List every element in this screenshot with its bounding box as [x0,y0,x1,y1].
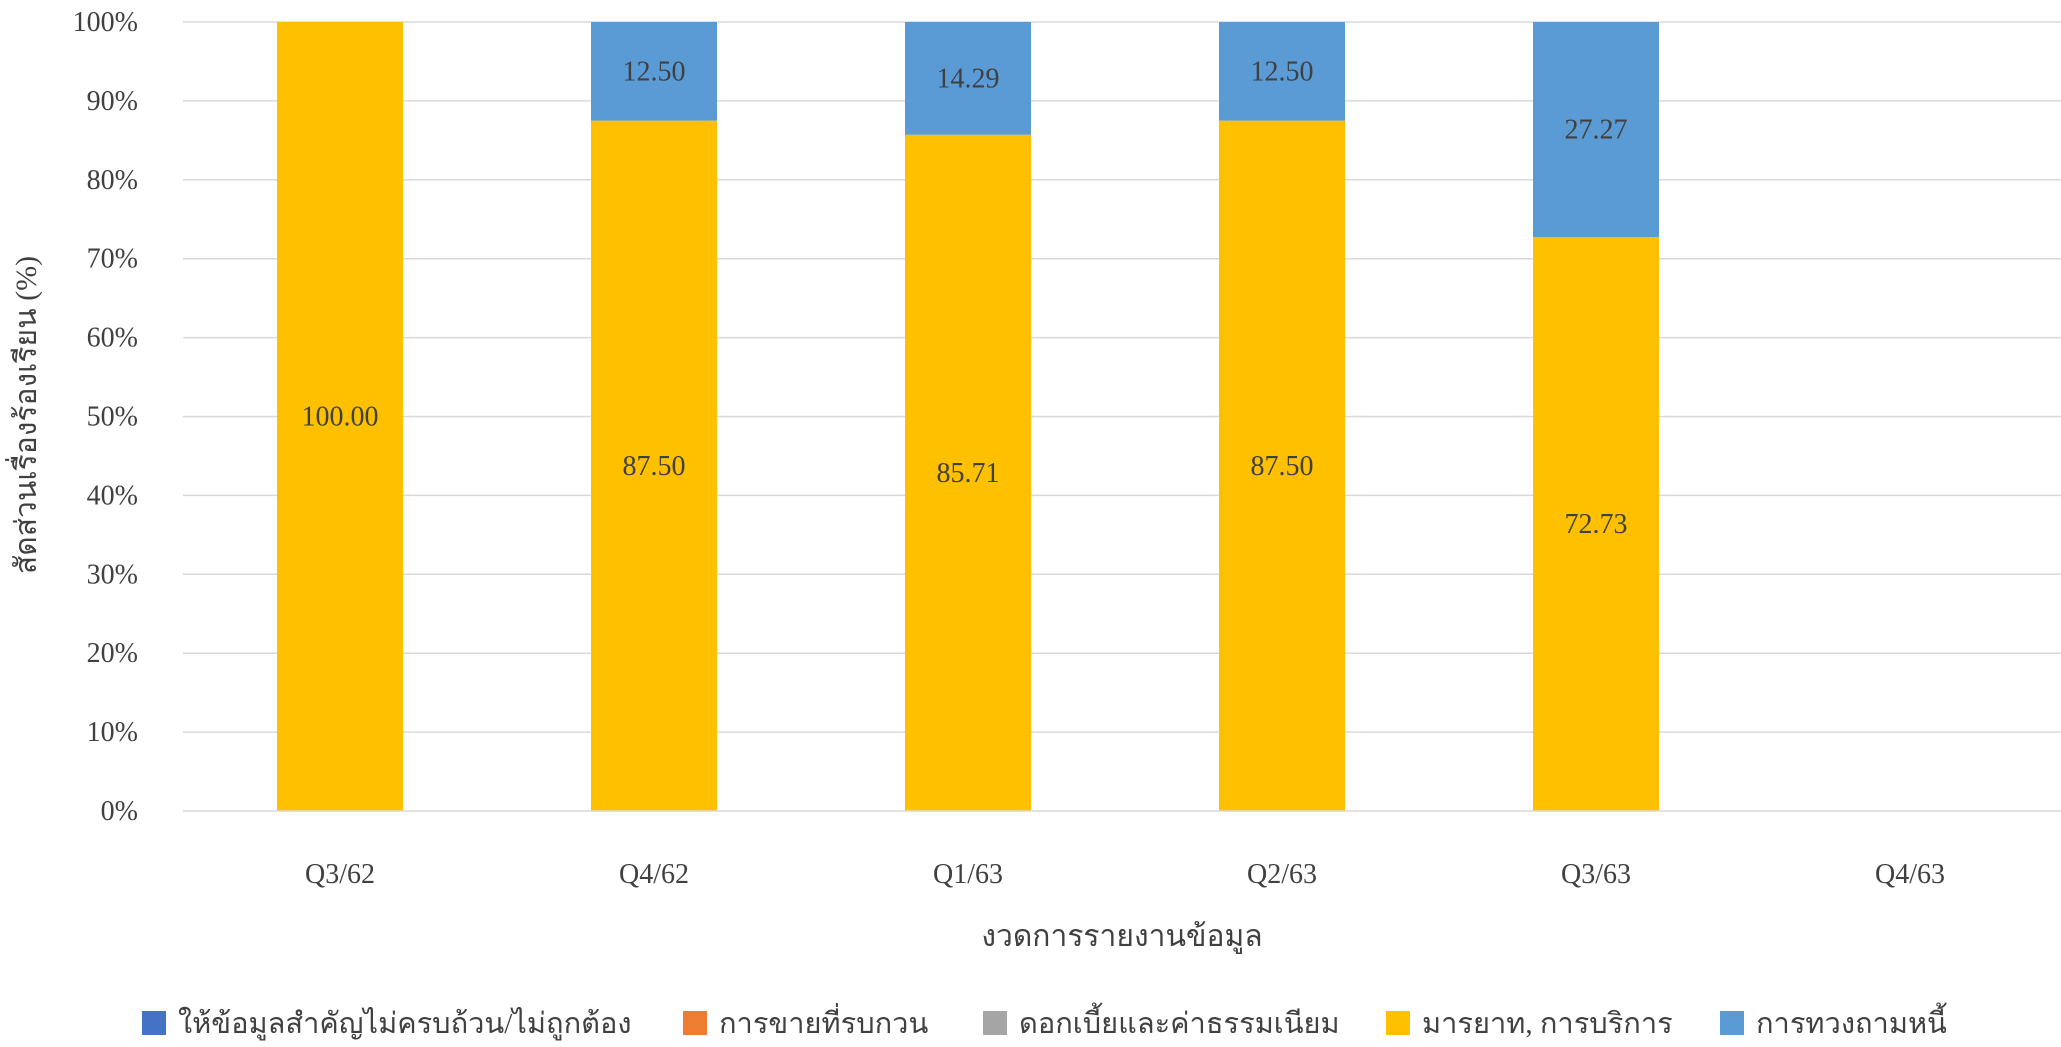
bar-segment [1533,237,1659,812]
bar-segment [1533,22,1659,238]
data-label: 85.71 [937,458,1000,489]
bar-segment [1219,120,1345,811]
data-label: 87.50 [623,451,686,482]
y-tick-label: 10% [87,717,138,748]
bar-segment [591,22,717,121]
y-tick-label: 80% [87,165,138,196]
legend-label: การทวงถามหนี้ [1756,1002,1947,1040]
legend-label: ให้ข้อมูลสำคัญไม่ครบถ้วน/ไม่ถูกต้อง [178,1006,632,1041]
y-tick-label: 20% [87,638,138,669]
data-label: 72.73 [1565,509,1628,540]
x-tick-label: Q2/63 [1247,859,1317,890]
legend-label: การขายที่รบกวน [719,1003,928,1040]
legend-swatch [142,1011,166,1035]
legend-label: ดอกเบี้ยและค่าธรรมเนียม [1019,1002,1340,1040]
legend-swatch [983,1011,1007,1035]
y-tick-label: 40% [87,480,138,511]
data-label: 100.00 [302,402,379,433]
y-tick-label: 100% [73,7,138,38]
data-label: 12.50 [623,56,686,87]
gridlines [183,21,2061,733]
bar-segment [905,134,1031,811]
y-axis-title: สัดส่วนเรื่องร้องเรียน (%) [5,256,43,574]
data-label: 12.50 [1251,56,1314,87]
bars [277,22,1659,812]
bar-segment [1219,22,1345,121]
legend: ให้ข้อมูลสำคัญไม่ครบถ้วน/ไม่ถูกต้อง การขา… [142,1002,1947,1041]
legend-swatch [1386,1011,1410,1035]
y-axis-ticks: 0% 10% 20% 30% 40% 50% 60% 70% 80% 90% 100% [73,7,138,827]
y-tick-label: 0% [101,796,138,827]
data-label: 27.27 [1565,115,1628,146]
y-tick-label: 60% [87,323,138,354]
y-tick-label: 30% [87,559,138,590]
x-tick-label: Q4/63 [1875,859,1945,890]
legend-swatch [1720,1011,1744,1035]
x-tick-label: Q3/62 [305,859,375,890]
x-tick-label: Q1/63 [933,859,1003,890]
data-labels: 100.00 87.50 12.50 85.71 14.29 87.50 12.50 72.7… [302,56,1628,540]
y-tick-label: 50% [87,402,138,433]
y-tick-label: 90% [87,86,138,117]
y-tick-label: 70% [87,244,138,275]
x-tick-label: Q4/62 [619,859,689,890]
legend-swatch [683,1011,707,1035]
bar-segment [591,120,717,811]
bar-segment [277,22,403,811]
legend-label: มารยาท, การบริการ [1422,1008,1673,1040]
data-label: 14.29 [937,63,1000,94]
x-tick-label: Q3/63 [1561,859,1631,890]
data-label: 87.50 [1251,451,1314,482]
x-axis-ticks: Q3/62 Q4/62 Q1/63 Q2/63 Q3/63 Q4/63 [305,859,1945,890]
bar-segment [905,22,1031,135]
x-axis-title: งวดการรายงานข้อมูล [981,920,1262,954]
